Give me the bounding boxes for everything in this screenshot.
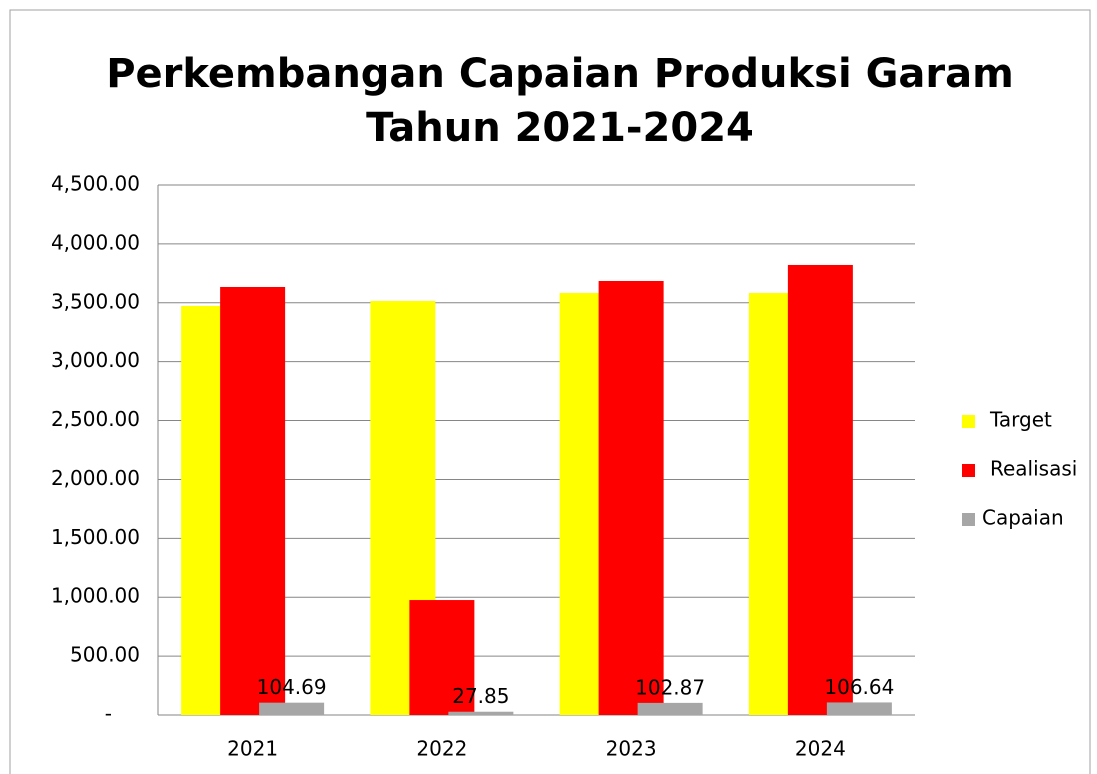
legend-label: Capaian [982, 506, 1064, 530]
bar [220, 286, 286, 715]
x-tick-label: 2021 [227, 737, 278, 761]
legend-label: Target [989, 408, 1052, 432]
x-tick-label: 2022 [416, 737, 467, 761]
y-tick-label: 3,500.00 [51, 289, 140, 313]
bar [598, 280, 664, 715]
chart-title: Perkembangan Capaian Produksi Garam [106, 51, 1014, 97]
bar [826, 702, 892, 715]
x-tick-label: 2024 [795, 737, 846, 761]
y-tick-label: 3,000.00 [51, 348, 140, 372]
x-tick-label: 2023 [606, 737, 657, 761]
chart-title: Tahun 2021-2024 [366, 105, 754, 151]
bar [637, 702, 703, 715]
data-label: 102.87 [635, 675, 705, 699]
y-tick-label: 2,500.00 [51, 407, 140, 431]
data-label: 106.64 [824, 675, 894, 699]
y-tick-label: 2,000.00 [51, 466, 140, 490]
legend-swatch [962, 464, 975, 477]
data-label: 27.85 [452, 684, 509, 708]
legend-swatch [962, 513, 975, 526]
bar [787, 264, 853, 715]
data-label: 104.69 [257, 675, 327, 699]
bar [448, 711, 514, 715]
y-tick-label: - [105, 702, 112, 726]
legend-swatch [962, 415, 975, 428]
y-tick-label: 4,000.00 [51, 230, 140, 254]
bar [259, 702, 325, 715]
y-tick-label: 500.00 [70, 643, 140, 667]
y-tick-label: 1,000.00 [51, 584, 140, 608]
legend-label: Realisasi [990, 457, 1077, 481]
y-tick-label: 1,500.00 [51, 525, 140, 549]
bar [409, 600, 475, 715]
y-tick-label: 4,500.00 [51, 172, 140, 196]
